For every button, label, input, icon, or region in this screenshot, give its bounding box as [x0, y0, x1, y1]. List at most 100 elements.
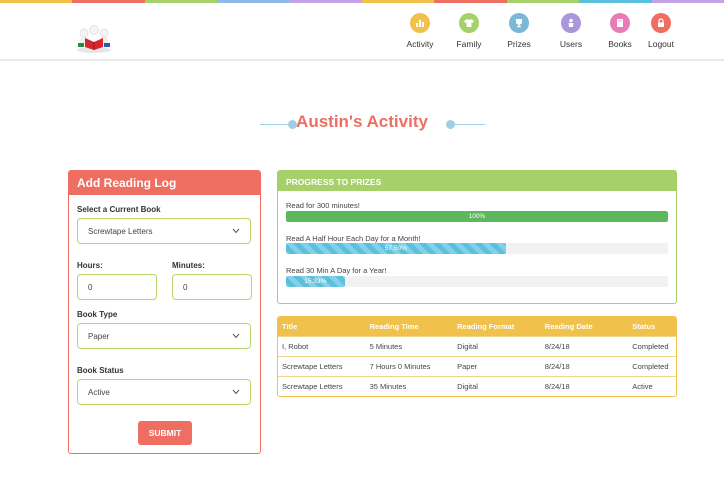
reading-log-table: Title Reading Time Reading Format Readin…: [277, 316, 677, 397]
nav-users-circle: [561, 13, 581, 33]
stripe-segment: [362, 0, 435, 3]
col-header-status[interactable]: Status: [632, 322, 656, 331]
stripe-segment: [579, 0, 652, 3]
nav-users[interactable]: Users: [546, 13, 596, 49]
stripe-segment: [217, 0, 290, 3]
nav-prizes-label: Prizes: [507, 39, 531, 49]
bar-chart-icon: [416, 20, 424, 27]
hours-input[interactable]: 0: [77, 274, 157, 300]
title-decor-line-left: [260, 124, 290, 125]
title-decor-dot-right: [446, 120, 455, 129]
nav-family-label: Family: [456, 39, 482, 49]
book-type-label: Book Type: [77, 310, 118, 319]
cell-title: Screwtape Letters: [282, 362, 343, 371]
hours-value: 0: [88, 282, 93, 292]
table-row: I, Robot 5 Minutes Digital 8/24/18 Compl…: [278, 336, 676, 356]
nav-books-label: Books: [608, 39, 632, 49]
book-select[interactable]: Screwtape Letters: [77, 218, 251, 244]
book-status-label: Book Status: [77, 366, 124, 375]
hours-label: Hours:: [77, 261, 103, 270]
cell-title: I, Robot: [282, 342, 309, 351]
stripe-segment: [289, 0, 363, 3]
nav-activity-label: Activity: [406, 39, 434, 49]
cell-reading-time: 5 Minutes: [369, 342, 403, 351]
book-status-select[interactable]: Active: [77, 379, 251, 405]
submit-button[interactable]: SUBMIT: [138, 421, 192, 445]
stripe-segment: [144, 0, 218, 3]
cell-status: Active: [632, 382, 653, 391]
nav-logout-circle: [651, 13, 671, 33]
goal-label: Read 30 Min A Day for a Year!: [286, 266, 387, 275]
nav-books[interactable]: Books: [595, 13, 645, 49]
nav-family-circle: [459, 13, 479, 33]
col-header-reading-date[interactable]: Reading Date: [544, 322, 593, 331]
cell-reading-date: 8/24/18: [544, 382, 570, 391]
cell-reading-time: 7 Hours 0 Minutes: [369, 362, 431, 371]
nav-prizes[interactable]: Prizes: [494, 13, 544, 49]
stripe-segment: [506, 0, 580, 3]
cell-status: Completed: [632, 362, 669, 371]
title-decor-dot-left: [288, 120, 297, 129]
chevron-down-icon: [232, 228, 240, 234]
progress-bar: 57.50%: [286, 243, 668, 254]
stripe-segment: [651, 0, 724, 3]
page-title-block: Austin's Activity: [0, 112, 724, 136]
book-icon: [617, 19, 623, 27]
shirt-icon: [464, 19, 474, 27]
cell-status: Completed: [632, 342, 669, 351]
table-header-row: Title Reading Time Reading Format Readin…: [278, 317, 676, 336]
book-select-value: Screwtape Letters: [88, 226, 153, 236]
cell-reading-time: 35 Minutes: [369, 382, 407, 391]
nav-family[interactable]: Family: [444, 13, 494, 49]
cell-reading-format: Paper: [457, 362, 478, 371]
cell-reading-format: Digital: [457, 382, 478, 391]
user-icon: [568, 18, 574, 27]
chevron-down-icon: [232, 333, 240, 339]
progress-bar: 15.33%: [286, 276, 668, 287]
nav-logout[interactable]: Logout: [636, 13, 686, 49]
table-row: Screwtape Letters 7 Hours 0 Minutes Pape…: [278, 356, 676, 376]
progress-bar-fill: 15.33%: [286, 276, 345, 287]
lock-icon: [658, 18, 664, 27]
minutes-label: Minutes:: [172, 261, 205, 270]
kids-reading-logo-icon[interactable]: [76, 23, 112, 53]
nav-activity[interactable]: Activity: [395, 13, 445, 49]
progress-bar: 100%: [286, 211, 668, 222]
nav-books-circle: [610, 13, 630, 33]
title-decor-line-right: [454, 124, 485, 125]
col-header-reading-format[interactable]: Reading Format: [457, 322, 515, 331]
trophy-icon: [516, 19, 522, 28]
book-type-value: Paper: [88, 331, 110, 341]
col-header-reading-time[interactable]: Reading Time: [369, 322, 419, 331]
stripe-segment: [0, 0, 73, 3]
cell-reading-date: 8/24/18: [544, 342, 570, 351]
col-header-title[interactable]: Title: [282, 322, 298, 331]
progress-to-prizes-card: PROGRESS TO PRIZES Read for 300 minutes!…: [277, 170, 677, 304]
nav-activity-circle: [410, 13, 430, 33]
cell-reading-format: Digital: [457, 342, 478, 351]
nav-prizes-circle: [509, 13, 529, 33]
book-type-select[interactable]: Paper: [77, 323, 251, 349]
progress-bar-fill: 57.50%: [286, 243, 506, 254]
progress-heading: PROGRESS TO PRIZES: [278, 171, 676, 191]
cell-title: Screwtape Letters: [282, 382, 343, 391]
book-status-value: Active: [88, 387, 110, 397]
minutes-input[interactable]: 0: [172, 274, 252, 300]
goal-label: Read for 300 minutes!: [286, 201, 360, 210]
add-reading-log-card: Add Reading Log Select a Current Book Sc…: [68, 170, 261, 454]
nav-logout-label: Logout: [648, 39, 674, 49]
add-reading-log-heading: Add Reading Log: [69, 171, 260, 195]
stripe-segment: [72, 0, 145, 3]
stripe-segment: [434, 0, 507, 3]
progress-bar-fill: 100%: [286, 211, 668, 222]
table-row: Screwtape Letters 35 Minutes Digital 8/2…: [278, 376, 676, 396]
chevron-down-icon: [232, 389, 240, 395]
page-title: Austin's Activity: [296, 112, 428, 131]
top-color-stripe: [0, 0, 724, 3]
cell-reading-date: 8/24/18: [544, 362, 570, 371]
site-header: Activity Family Prizes Users Books: [0, 3, 724, 61]
goal-label: Read A Half Hour Each Day for a Month!: [286, 234, 421, 243]
nav-users-label: Users: [559, 39, 583, 49]
minutes-value: 0: [183, 282, 188, 292]
book-select-label: Select a Current Book: [77, 205, 161, 214]
